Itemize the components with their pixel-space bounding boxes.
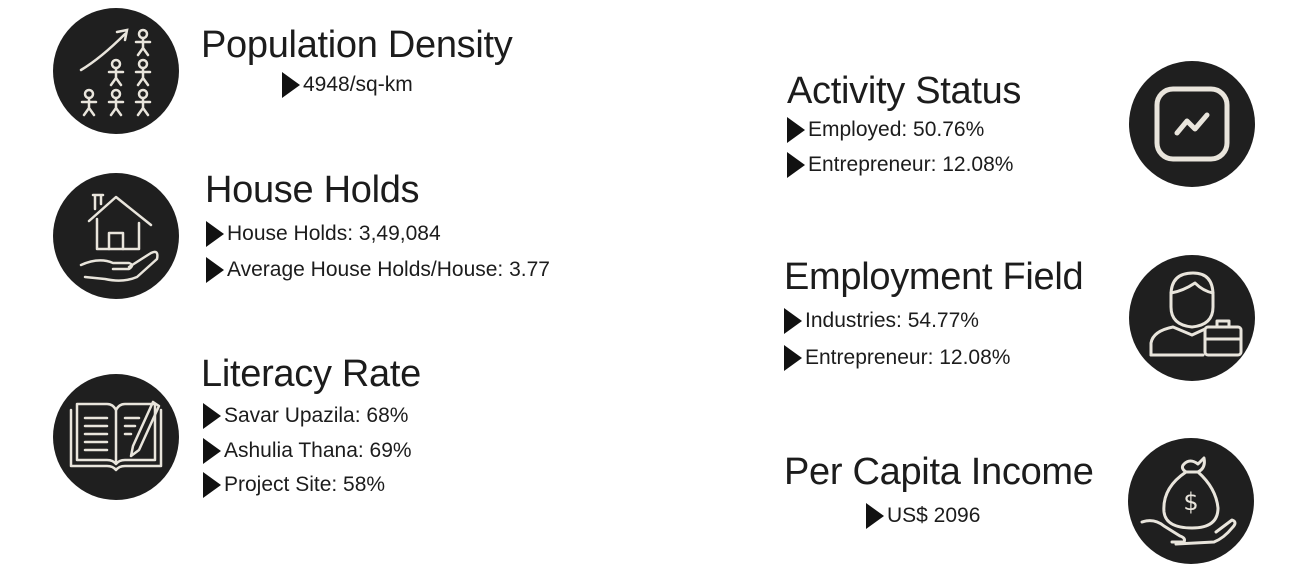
employment-industries: Industries: 54.77%: [805, 309, 979, 332]
population-density-value: 4948/sq-km: [303, 73, 413, 96]
bullet-triangle-icon: [203, 472, 221, 498]
svg-text:$: $: [1183, 488, 1198, 516]
bullet-triangle-icon: [206, 221, 224, 247]
households-count: House Holds: 3,49,084: [227, 222, 441, 245]
households-average: Average House Holds/House: 3.77: [227, 258, 550, 281]
bullet-triangle-icon: [203, 438, 221, 464]
activity-title: Activity Status: [787, 70, 1022, 112]
literacy-item-2: Ashulia Thana: 69%: [203, 438, 412, 464]
bullet-triangle-icon: [784, 345, 802, 371]
literacy-title: Literacy Rate: [201, 353, 421, 395]
literacy-item-3: Project Site: 58%: [203, 472, 385, 498]
bullet-triangle-icon: [282, 72, 300, 98]
literacy-item-1: Savar Upazila: 68%: [203, 403, 408, 429]
bullet-triangle-icon: [787, 152, 805, 178]
money-bag-hand-icon: $: [1128, 438, 1254, 564]
population-item: 4948/sq-km: [282, 72, 413, 98]
households-title: House Holds: [205, 169, 420, 211]
worker-briefcase-icon: [1129, 255, 1255, 381]
employment-title: Employment Field: [784, 256, 1084, 298]
open-book-pencil-icon: [53, 374, 179, 500]
employment-entrepreneur: Entrepreneur: 12.08%: [805, 346, 1011, 369]
bullet-triangle-icon: [866, 503, 884, 529]
employment-item-2: Entrepreneur: 12.08%: [784, 345, 1010, 371]
bullet-triangle-icon: [203, 403, 221, 429]
activity-entrepreneur: Entrepreneur: 12.08%: [808, 153, 1014, 176]
activity-employed: Employed: 50.76%: [808, 118, 985, 141]
activity-item-1: Employed: 50.76%: [787, 117, 984, 143]
house-in-hand-icon: [53, 173, 179, 299]
bullet-triangle-icon: [784, 308, 802, 334]
bullet-triangle-icon: [206, 257, 224, 283]
activity-chart-icon: [1129, 61, 1255, 187]
income-title: Per Capita Income: [784, 451, 1094, 493]
income-value: US$ 2096: [887, 504, 981, 527]
households-item-2: Average House Holds/House: 3.77: [206, 257, 550, 283]
literacy-savar: Savar Upazila: 68%: [224, 404, 409, 427]
literacy-project-site: Project Site: 58%: [224, 473, 386, 496]
bullet-triangle-icon: [787, 117, 805, 143]
activity-item-2: Entrepreneur: 12.08%: [787, 152, 1013, 178]
employment-item-1: Industries: 54.77%: [784, 308, 979, 334]
population-title: Population Density: [201, 24, 513, 66]
income-item-1: US$ 2096: [866, 503, 980, 529]
households-item-1: House Holds: 3,49,084: [206, 221, 441, 247]
literacy-ashulia: Ashulia Thana: 69%: [224, 439, 412, 462]
population-growth-icon: [53, 8, 179, 134]
